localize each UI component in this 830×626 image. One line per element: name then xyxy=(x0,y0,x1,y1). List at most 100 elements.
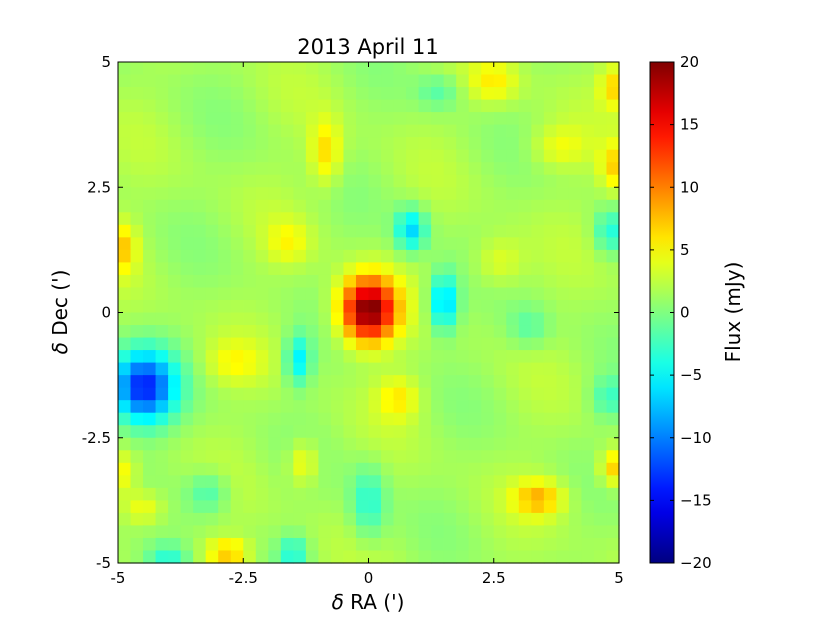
heatmap-cell xyxy=(280,287,294,301)
heatmap-cell xyxy=(268,249,282,264)
heatmap-cell xyxy=(543,325,557,339)
heatmap-cell xyxy=(193,199,207,213)
heatmap-cell xyxy=(493,162,507,176)
heatmap-cell xyxy=(593,400,608,414)
heatmap-cell xyxy=(343,312,357,326)
heatmap-cell xyxy=(193,237,207,251)
heatmap-cell xyxy=(593,199,608,213)
heatmap-cell xyxy=(543,224,557,238)
heatmap-cell xyxy=(243,74,257,88)
heatmap-cell xyxy=(531,375,545,389)
heatmap-cell xyxy=(243,287,257,301)
heatmap-cell xyxy=(506,537,520,552)
heatmap-cell xyxy=(506,287,520,301)
heatmap-cell xyxy=(581,99,595,113)
heatmap-cell xyxy=(381,387,395,401)
heatmap-cell xyxy=(343,375,357,389)
heatmap-cell xyxy=(355,425,370,439)
heatmap-cell xyxy=(268,312,282,326)
heatmap-cell xyxy=(481,287,495,301)
heatmap-cell xyxy=(243,224,257,238)
heatmap-cell xyxy=(393,237,407,251)
heatmap-cell xyxy=(531,500,545,514)
heatmap-cell xyxy=(293,149,307,163)
heatmap-cell xyxy=(355,162,370,176)
heatmap-cell xyxy=(518,274,532,289)
heatmap-cell xyxy=(293,475,307,489)
heatmap-cell xyxy=(268,337,282,351)
heatmap-cell xyxy=(230,525,244,539)
heatmap-cell xyxy=(456,500,470,514)
heatmap-cell xyxy=(318,87,332,101)
heatmap-cell xyxy=(593,274,608,289)
heatmap-cell xyxy=(368,162,382,176)
heatmap-cell xyxy=(568,274,583,289)
heatmap-cell xyxy=(255,375,269,389)
heatmap-cell xyxy=(180,537,194,552)
heatmap-cell xyxy=(205,174,219,188)
heatmap-cell xyxy=(118,500,132,514)
heatmap-cell xyxy=(543,525,557,539)
heatmap-cell xyxy=(218,312,232,326)
heatmap-cell xyxy=(330,375,345,389)
heatmap-cell xyxy=(456,137,470,151)
heatmap-cell xyxy=(481,462,495,476)
heatmap-cell xyxy=(456,350,470,364)
heatmap-cell xyxy=(381,187,395,201)
heatmap-cell xyxy=(593,62,608,76)
heatmap-cell xyxy=(218,437,232,451)
heatmap-cell xyxy=(305,87,320,101)
heatmap-cell xyxy=(393,325,407,339)
heatmap-cell xyxy=(343,162,357,176)
heatmap-cell xyxy=(355,500,370,514)
heatmap-cell xyxy=(393,462,407,476)
heatmap-cell xyxy=(205,400,219,414)
heatmap-cell xyxy=(518,237,532,251)
heatmap-cell xyxy=(330,62,345,76)
heatmap-cell xyxy=(255,512,269,527)
heatmap-cell xyxy=(243,212,257,226)
heatmap-cell xyxy=(468,149,482,163)
heatmap-cell xyxy=(268,199,282,213)
heatmap-cell xyxy=(280,99,294,113)
x-axis-ticks: -5 -2.5 0 2.5 5 xyxy=(111,62,624,587)
heatmap-cell xyxy=(155,387,169,401)
heatmap-cell xyxy=(581,550,595,564)
heatmap-cell xyxy=(255,87,269,101)
heatmap-cell xyxy=(581,162,595,176)
heatmap-cell xyxy=(431,212,445,226)
heatmap-cell xyxy=(568,149,583,163)
heatmap-cell xyxy=(406,137,420,151)
heatmap-cell xyxy=(418,537,432,552)
heatmap-cell xyxy=(255,237,269,251)
heatmap-cell xyxy=(180,350,194,364)
heatmap-cell xyxy=(205,262,219,276)
heatmap-cell xyxy=(268,137,282,151)
heatmap-cell xyxy=(406,475,420,489)
heatmap-cell xyxy=(255,350,269,364)
heatmap-cell xyxy=(268,400,282,414)
heatmap-cell xyxy=(318,187,332,201)
heatmap-cell xyxy=(518,174,532,188)
heatmap-cell xyxy=(518,149,532,163)
heatmap-cell xyxy=(568,262,583,276)
heatmap-cell xyxy=(481,312,495,326)
heatmap-cell xyxy=(506,149,520,163)
heatmap-cell xyxy=(143,375,157,389)
heatmap-cell xyxy=(330,224,345,238)
heatmap-cell xyxy=(468,550,482,564)
heatmap-cell xyxy=(218,187,232,201)
heatmap-cell xyxy=(318,437,332,451)
heatmap-cell xyxy=(506,437,520,451)
x-tick-label: 2.5 xyxy=(482,569,506,587)
heatmap-cell xyxy=(118,400,132,414)
heatmap-cell xyxy=(568,99,583,113)
heatmap-cell xyxy=(218,212,232,226)
heatmap-cell xyxy=(193,537,207,552)
heatmap-cell xyxy=(406,162,420,176)
heatmap-cell xyxy=(406,512,420,527)
heatmap-cell xyxy=(268,387,282,401)
heatmap-cell xyxy=(355,212,370,226)
heatmap-cell xyxy=(343,425,357,439)
heatmap-cell xyxy=(368,437,382,451)
